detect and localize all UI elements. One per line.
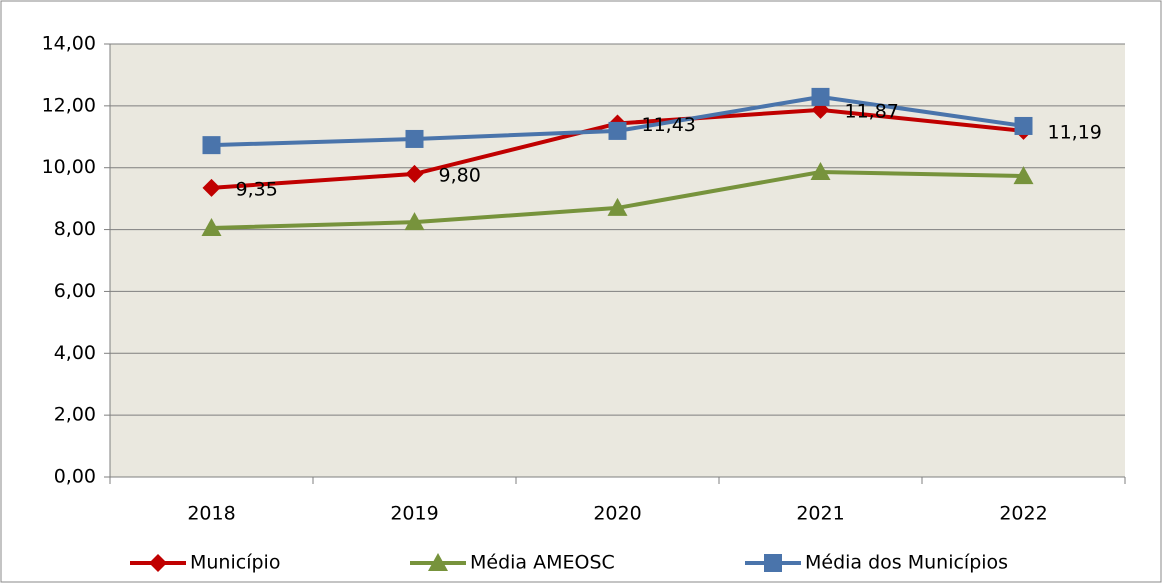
legend-label: Média dos Municípios <box>805 552 1008 574</box>
x-tick-label: 2022 <box>999 503 1047 525</box>
y-tick-label: 14,00 <box>42 33 96 55</box>
data-label: 9,80 <box>439 164 481 186</box>
legend-label: Município <box>190 552 280 574</box>
x-tick-label: 2020 <box>593 503 641 525</box>
y-tick-label: 2,00 <box>54 404 96 426</box>
y-tick-label: 10,00 <box>42 156 96 178</box>
data-label: 9,35 <box>236 178 278 200</box>
y-tick-label: 6,00 <box>54 280 96 302</box>
point <box>810 162 831 181</box>
legend-marker <box>428 553 448 571</box>
point <box>202 136 221 155</box>
y-tick-label: 12,00 <box>42 94 96 116</box>
point <box>607 197 628 216</box>
plot-area <box>110 44 1125 477</box>
legend-label: Média AMEOSC <box>470 552 615 574</box>
data-label: 11,87 <box>845 100 899 122</box>
point <box>1013 166 1034 185</box>
point <box>811 87 830 106</box>
point <box>202 178 221 197</box>
point <box>608 121 627 140</box>
x-tick-label: 2021 <box>796 503 844 525</box>
point <box>201 218 222 237</box>
point <box>404 212 425 231</box>
x-tick-label: 2018 <box>187 503 235 525</box>
legend-marker <box>764 554 782 572</box>
point <box>1014 116 1033 135</box>
x-tick-label: 2019 <box>390 503 438 525</box>
y-tick-label: 0,00 <box>54 466 96 488</box>
y-tick-label: 4,00 <box>54 342 96 364</box>
data-label: 11,19 <box>1048 121 1102 143</box>
point <box>405 129 424 148</box>
legend-marker <box>149 554 167 572</box>
data-label: 11,43 <box>642 114 696 136</box>
y-tick-label: 8,00 <box>54 218 96 240</box>
point <box>405 164 424 183</box>
